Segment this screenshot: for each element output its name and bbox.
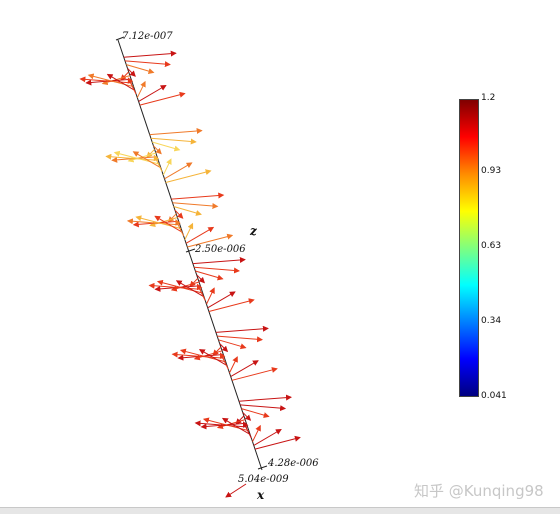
vector-arrow [138,84,167,102]
axis-top-label: 7.12e-007 [122,31,173,42]
vector-arrow [154,215,183,233]
colorbar [459,99,479,397]
vector-arrow [254,435,301,450]
vector-arrow [230,360,259,378]
colorbar-tick-low: 0.34 [481,316,502,326]
vector-arrow [221,417,251,435]
colorbar-tick-high: 0.93 [481,166,502,176]
vector-arrow [194,266,240,274]
vector-arrow [105,153,159,161]
vector-arrow [207,291,236,309]
vector-arrow [123,50,177,58]
vector-arrow [225,483,247,498]
top-tick [115,36,125,41]
vector-arrow [215,325,269,333]
vector-arrow [127,67,136,77]
vector-arrow [217,335,263,343]
vector-arrow [184,222,194,240]
vector-arrow [212,346,222,356]
vector-arrow [192,256,246,265]
vector-arrow [175,280,205,298]
main-axis-line [117,39,263,471]
arrow-field [79,50,301,498]
vector-arrow [242,411,252,421]
vector-arrow [175,219,185,237]
x-axis-name: x [257,488,265,502]
colorbar-tick-mid: 0.63 [481,241,502,251]
vector-arrow [126,64,155,74]
vector-arrow [153,154,163,172]
vector-arrow [151,141,181,152]
vector-arrow [196,274,205,284]
vector-arrow [198,349,228,367]
vector-arrow [187,233,234,248]
vector-arrow [231,367,278,381]
vector-arrow [120,71,130,81]
vector-arrow [79,76,133,84]
vector-arrow [240,404,287,412]
vector-arrow [153,145,162,155]
vector-arrow [106,73,136,91]
vector-arrow [241,408,270,418]
vector-arrow [146,148,155,159]
vector-arrow [194,420,248,428]
vector-arrow [139,91,186,106]
vector-arrow [208,298,255,312]
vector-arrow [150,137,197,145]
z-axis-name: z [250,224,257,238]
vector-arrow [124,60,171,68]
vector-arrow [253,428,282,446]
vector-arrow [185,226,215,244]
vector-arrow [235,415,245,425]
vector-arrow [173,206,202,216]
vector-arrow [218,339,247,350]
watermark-text: 知乎 @Kunqing98 [414,482,544,500]
vector-arrow [172,202,219,209]
vector-arrow [132,151,162,169]
axis-right-label: 4.28e-006 [268,458,319,469]
vector-arrow [136,80,146,98]
colorbar-tick-max: 1.2 [481,93,496,103]
vector-arrow [171,192,225,200]
vector-arrow [148,282,202,290]
vector-arrow [149,127,203,136]
vector-arrow [196,283,206,301]
vector-arrow [171,351,225,359]
axis-mid-label: 2.50e-006 [195,244,246,255]
vector-arrow [219,343,229,353]
axis-bottom-label: 5.04e-009 [238,474,289,485]
vector-arrow [174,209,184,219]
vector-arrow [219,352,229,370]
vector-arrow [242,421,252,439]
vector-arrow [127,77,137,95]
vector-arrow [238,394,292,402]
vector-arrow [189,277,199,288]
vector-arrow [164,162,193,180]
vector-arrow [206,287,215,305]
window-bottom-bar [0,507,560,514]
mid-tick [185,248,196,253]
vector-arrow [252,424,261,442]
vector-arrow [165,169,212,183]
right-tick [257,465,268,470]
vector-arrow [162,158,172,176]
vector-arrow [126,218,180,226]
vector-arrow [195,270,224,281]
vector-arrow [229,356,238,374]
vector-arrow [167,213,177,223]
colorbar-tick-min: 0.041 [481,391,507,401]
